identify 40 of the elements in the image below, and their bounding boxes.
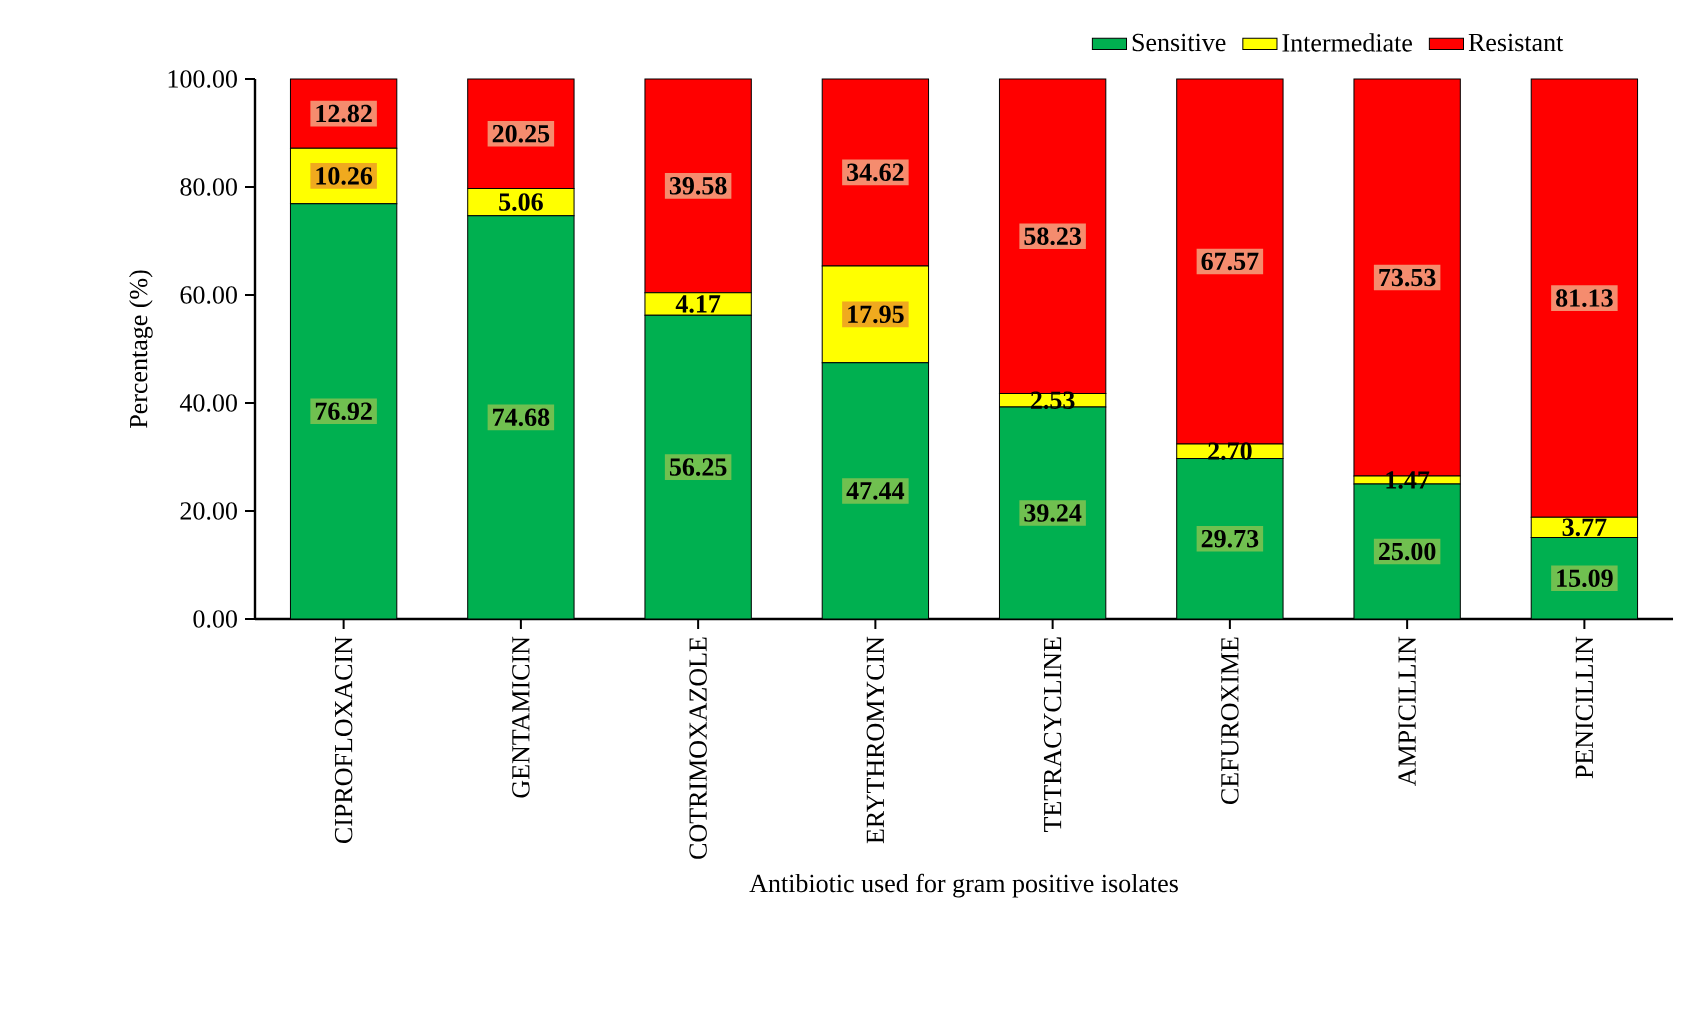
data-label: 56.25 [669, 458, 727, 476]
data-label: 4.17 [675, 295, 721, 313]
data-label: 34.62 [847, 163, 904, 182]
x-axis-title: Antibiotic used for gram positive isolates [749, 873, 1178, 898]
data-label: 39.58 [669, 177, 727, 195]
data-label: 58.23 [1024, 227, 1081, 246]
data-label: 12.82 [316, 104, 372, 123]
y-tick-label: 20.00 [180, 502, 237, 520]
data-label: 15.09 [1557, 569, 1613, 588]
x-tick-label: COTRIMOXAZOLE [689, 637, 707, 859]
data-label: 5.06 [499, 193, 543, 211]
y-tick-label: 60.00 [180, 286, 237, 304]
legend-label: Resistant [1468, 33, 1564, 52]
y-tick-label: 100.00 [168, 70, 237, 88]
y-tick-label: 0.00 [193, 610, 237, 628]
x-tick-label: CIPROFLOXACIN [334, 636, 353, 844]
data-label: 47.44 [846, 482, 905, 500]
data-label: 25.00 [1378, 542, 1436, 561]
data-label: 17.95 [848, 305, 904, 324]
y-tick-label: 40.00 [179, 394, 237, 412]
data-label: 74.68 [493, 408, 550, 427]
data-label: 10.26 [316, 167, 373, 185]
x-tick-label: CEFUROXIME [1221, 637, 1239, 805]
x-tick-label: AMPICILLIN [1398, 636, 1416, 787]
y-tick-label: 80.00 [180, 178, 237, 196]
data-label: 3.77 [1562, 518, 1607, 537]
y-axis-title: Percentage (%) [129, 270, 153, 428]
legend-label: Sensitive [1132, 33, 1226, 52]
data-label: 39.24 [1024, 504, 1082, 522]
data-label: 73.53 [1379, 268, 1436, 287]
data-label: 76.92 [315, 402, 372, 421]
data-label: 20.25 [492, 124, 550, 143]
x-tick-label: PENICILLIN [1575, 636, 1594, 779]
data-label: 67.57 [1201, 252, 1259, 271]
x-tick-label: GENTAMICIN [512, 636, 530, 798]
x-tick-label: TETRACYCLINE [1043, 637, 1062, 833]
x-tick-label: ERYTHROMYCIN [866, 636, 885, 844]
data-label: 81.13 [1556, 289, 1613, 307]
data-label: 29.73 [1201, 529, 1259, 548]
legend-label: Intermediate [1282, 33, 1412, 52]
